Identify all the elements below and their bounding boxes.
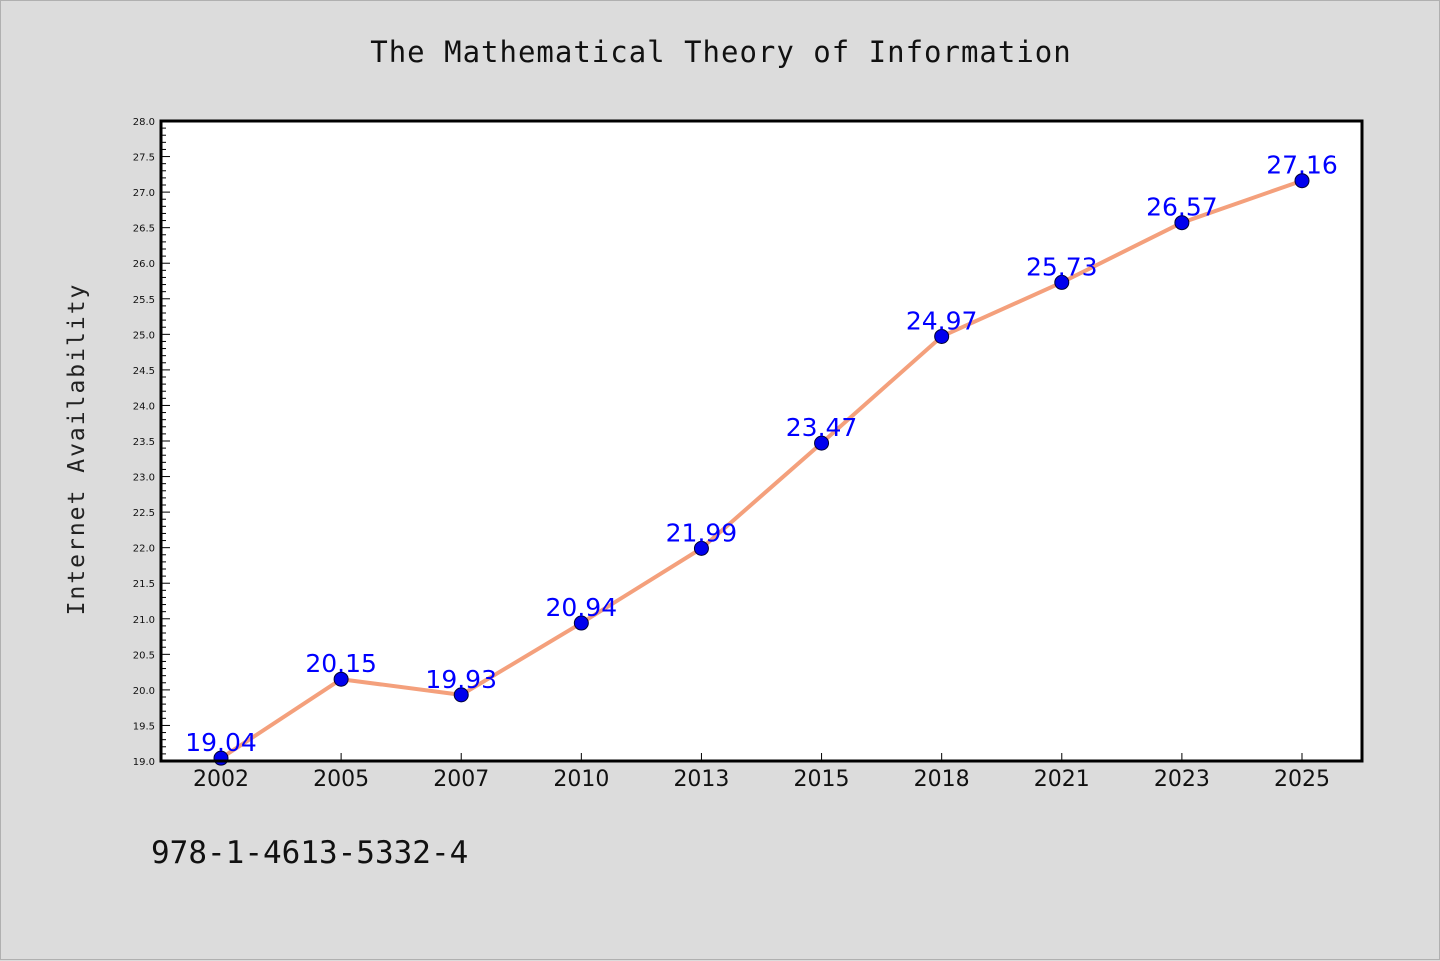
data-label: 21.99 [666, 518, 738, 547]
data-label: 23.47 [786, 413, 858, 442]
data-point [693, 540, 709, 556]
y-tick-label: 23.0 [133, 473, 155, 484]
data-label: 26.57 [1146, 193, 1218, 222]
data-label: 19.93 [425, 665, 497, 694]
y-tick-label: 24.0 [133, 401, 155, 412]
x-tick-label: 2018 [914, 767, 970, 792]
plot-frame [159, 119, 1364, 763]
data-label: 27.16 [1266, 151, 1338, 180]
y-tick-label: 27.0 [133, 188, 155, 199]
y-tick-label: 21.0 [133, 615, 155, 626]
data-label: 25.73 [1026, 252, 1098, 281]
x-tick-label: 2013 [673, 767, 729, 792]
x-tick-label: 2023 [1154, 767, 1210, 792]
y-tick-label: 26.0 [133, 259, 155, 270]
y-tick-label: 22.5 [133, 508, 155, 519]
data-point [814, 435, 830, 451]
y-tick-label: 19.5 [133, 721, 155, 732]
y-tick-label: 20.0 [133, 686, 155, 697]
y-tick-label: 19.0 [133, 757, 155, 768]
y-tick-label: 22.0 [133, 544, 155, 555]
y-tick-label: 20.5 [133, 650, 155, 661]
data-point [333, 671, 349, 687]
series-line [219, 178, 1304, 761]
x-tick-label: 2007 [433, 767, 489, 792]
x-tick-label: 2002 [193, 767, 249, 792]
x-tick-label: 2025 [1274, 767, 1330, 792]
chart-title: The Mathematical Theory of Information [370, 35, 1072, 69]
data-point [1294, 173, 1310, 189]
plot-area [161, 121, 1362, 761]
isbn-text: 978-1-4613-5332-4 [151, 835, 469, 871]
y-tick-label: 28.0 [133, 117, 155, 128]
x-tick-label: 2015 [794, 767, 850, 792]
y-tick-label: 25.5 [133, 295, 155, 306]
y-tick-label: 26.5 [133, 224, 155, 235]
y-tick-label: 25.0 [133, 330, 155, 341]
data-point [934, 328, 950, 344]
y-tick-label: 27.5 [133, 153, 155, 164]
y-tick-label: 23.5 [133, 437, 155, 448]
data-label: 24.97 [906, 306, 978, 335]
data-point [453, 687, 469, 703]
data-point [1174, 215, 1190, 231]
x-tick-label: 2021 [1034, 767, 1090, 792]
data-label: 20.15 [305, 649, 377, 678]
data-label: 20.94 [546, 593, 618, 622]
y-tick-label: 24.5 [133, 366, 155, 377]
x-tick-label: 2005 [313, 767, 369, 792]
data-point [573, 615, 589, 631]
data-point [1054, 274, 1070, 290]
x-tick-label: 2010 [553, 767, 609, 792]
data-label: 19.04 [185, 728, 257, 757]
y-tick-label: 21.5 [133, 579, 155, 590]
